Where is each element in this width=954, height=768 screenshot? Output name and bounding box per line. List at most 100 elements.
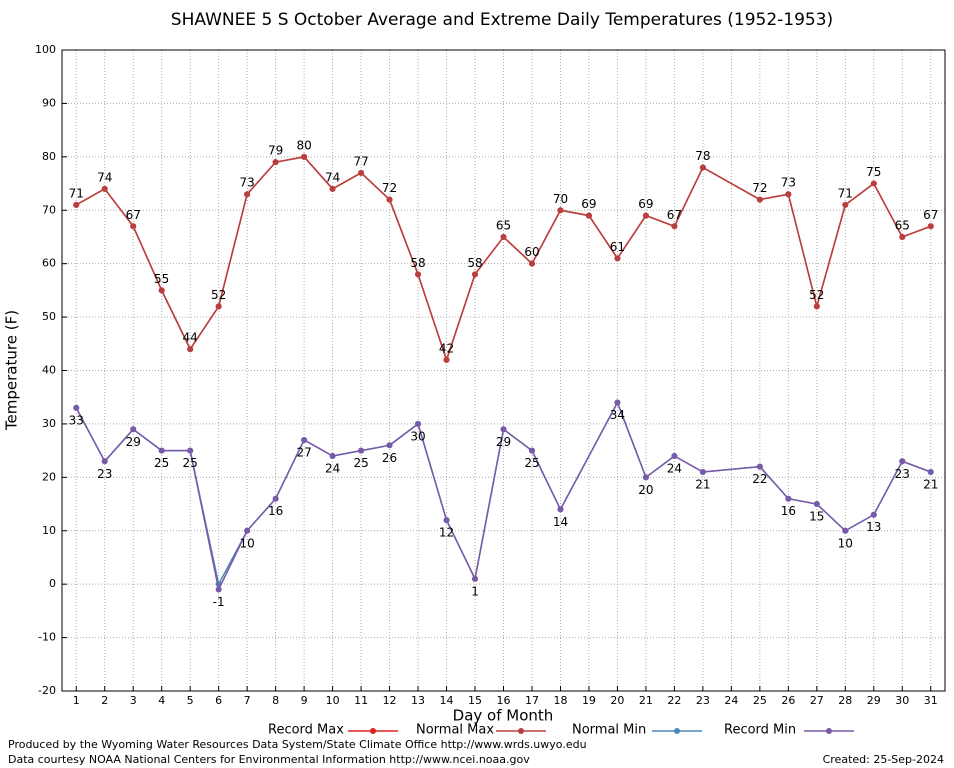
x-tick-label: 6	[215, 694, 222, 707]
data-label: 55	[154, 272, 169, 286]
data-point	[813, 303, 820, 310]
y-tick-label: 40	[42, 364, 56, 377]
data-label: 21	[923, 477, 938, 491]
y-axis-label: Temperature (F)	[3, 310, 21, 431]
data-label: 10	[240, 536, 255, 550]
data-point	[415, 420, 422, 427]
data-point	[415, 271, 422, 278]
data-label: 13	[866, 520, 881, 534]
y-tick-label: 100	[35, 43, 56, 56]
data-point	[158, 287, 165, 294]
x-tick-label: 15	[468, 694, 482, 707]
data-label: 1	[471, 584, 479, 598]
data-label: 74	[325, 170, 340, 184]
data-point	[528, 447, 535, 454]
data-label: 73	[240, 176, 255, 190]
data-point	[756, 196, 763, 203]
y-tick-label: 30	[42, 417, 56, 430]
x-tick-label: 31	[924, 694, 938, 707]
data-point	[215, 586, 222, 593]
data-point	[557, 207, 564, 214]
data-point	[329, 185, 336, 192]
legend-marker	[674, 728, 680, 734]
x-tick-label: 9	[301, 694, 308, 707]
data-label: 25	[183, 456, 198, 470]
data-label: 58	[410, 256, 425, 270]
x-tick-label: 13	[411, 694, 425, 707]
data-label: 14	[553, 515, 568, 529]
data-label: 52	[809, 288, 824, 302]
x-tick-label: 17	[525, 694, 539, 707]
y-tick-label: 60	[42, 257, 56, 270]
data-point	[443, 356, 450, 363]
data-point	[73, 404, 80, 411]
data-label: 26	[382, 451, 397, 465]
data-point	[756, 463, 763, 470]
data-label: 16	[268, 504, 283, 518]
data-point	[785, 191, 792, 198]
data-label: 21	[695, 477, 710, 491]
x-tick-label: 22	[667, 694, 681, 707]
data-point	[272, 495, 279, 502]
x-tick-label: 23	[696, 694, 710, 707]
data-point	[813, 501, 820, 508]
data-point	[101, 458, 108, 465]
data-point	[73, 201, 80, 208]
series-line	[75, 156, 932, 363]
data-point	[870, 511, 877, 518]
data-point	[614, 255, 621, 262]
legend-label: Record Max	[268, 723, 344, 738]
data-label: 12	[439, 526, 454, 540]
data-point	[785, 495, 792, 502]
data-label: 10	[838, 536, 853, 550]
data-label: 79	[268, 144, 283, 158]
data-label: 15	[809, 510, 824, 524]
x-tick-label: 1	[73, 694, 80, 707]
y-tick-label: 70	[42, 203, 56, 216]
data-label: 71	[838, 186, 853, 200]
data-label: 65	[895, 218, 910, 232]
legend-label: Normal Max	[416, 723, 494, 738]
data-point	[528, 260, 535, 267]
data-label: 80	[296, 138, 311, 152]
y-tick-label: 50	[42, 310, 56, 323]
data-label: 71	[69, 186, 84, 200]
data-label: 16	[781, 504, 796, 518]
data-point	[642, 474, 649, 481]
data-point	[671, 452, 678, 459]
data-label: 25	[154, 456, 169, 470]
data-label: 52	[211, 288, 226, 302]
data-label: -1	[213, 595, 225, 609]
x-tick-label: 24	[724, 694, 738, 707]
data-point	[927, 223, 934, 230]
data-label: 73	[781, 176, 796, 190]
y-tick-label: 20	[42, 470, 56, 483]
data-point	[557, 506, 564, 513]
data-point	[899, 458, 906, 465]
x-tick-label: 19	[582, 694, 596, 707]
data-label: 29	[126, 435, 141, 449]
data-point	[500, 233, 507, 240]
legend-label: Normal Min	[572, 723, 646, 738]
data-label: 75	[866, 165, 881, 179]
data-point	[158, 447, 165, 454]
x-tick-label: 20	[610, 694, 624, 707]
x-tick-label: 3	[130, 694, 137, 707]
data-label: 72	[752, 181, 767, 195]
data-point	[842, 201, 849, 208]
footer-created: Created: 25-Sep-2024	[823, 753, 944, 766]
data-label: 20	[638, 483, 653, 497]
y-tick-label: -20	[38, 684, 56, 697]
chart-title: SHAWNEE 5 S October Average and Extreme …	[171, 10, 833, 30]
data-label: 33	[69, 413, 84, 427]
plot-frame	[61, 49, 946, 692]
data-point	[301, 436, 308, 443]
data-point	[215, 303, 222, 310]
data-point	[386, 442, 393, 449]
y-tick-label: 0	[49, 577, 56, 590]
data-point	[329, 452, 336, 459]
data-point	[671, 223, 678, 230]
x-tick-label: 29	[867, 694, 881, 707]
